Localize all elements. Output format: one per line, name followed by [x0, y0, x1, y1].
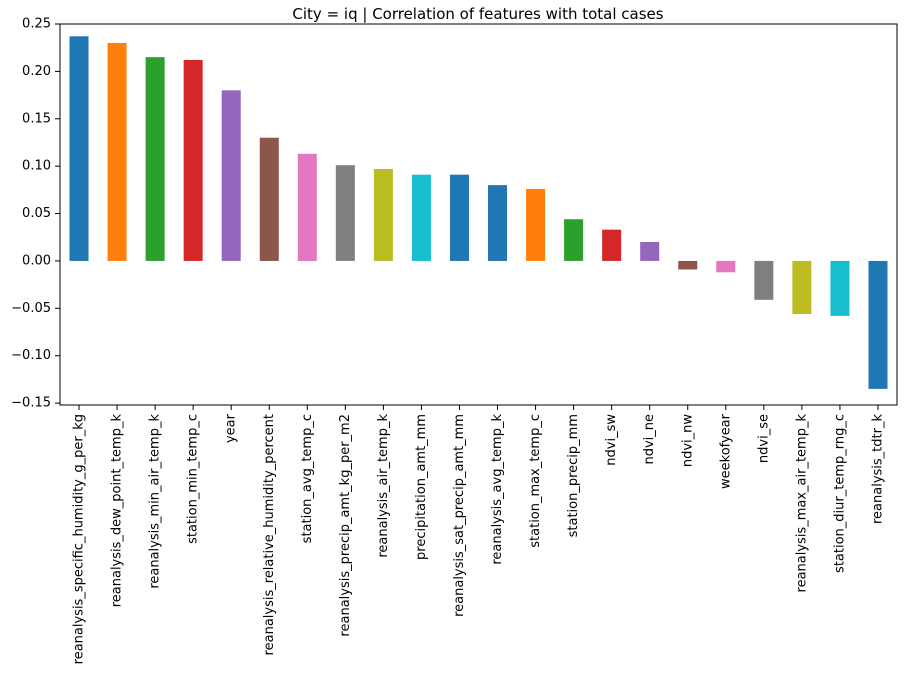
bar-station-diur-temp-rng-c [830, 260, 850, 316]
bar-reanalysis-precip-amt-kg-per-m2 [335, 165, 355, 261]
bar-ndvi-ne [640, 241, 660, 261]
bar-reanalysis-dew-point-temp-k [107, 42, 127, 261]
bar-precipitation-amt-mm [411, 174, 431, 261]
bar-ndvi-sw [602, 229, 622, 261]
x-tick-label: reanalysis_dew_point_temp_k [110, 414, 125, 608]
y-tick-label: 0.00 [22, 253, 51, 268]
x-tick-label: ndvi_sw [604, 414, 619, 466]
chart-title: City = iq | Correlation of features with… [292, 5, 663, 23]
x-axis: reanalysis_specific_humidity_g_per_kg rea… [72, 405, 885, 664]
x-tick-label: station_precip_mm [566, 414, 581, 537]
x-tick-label: reanalysis_sat_precip_amt_mm [452, 414, 467, 617]
x-tick-label: reanalysis_min_air_temp_k [148, 414, 163, 589]
bar-reanalysis-tdtr-k [868, 260, 888, 389]
x-tick-label: reanalysis_precip_amt_kg_per_m2 [338, 414, 353, 637]
x-tick-label: weekofyear [718, 413, 733, 489]
bar-reanalysis-relative-humidity-percent [259, 137, 279, 261]
bar-ndvi-se [754, 260, 774, 300]
x-tick-label: station_min_temp_c [186, 414, 201, 544]
x-tick-label: reanalysis_avg_temp_k [490, 414, 505, 565]
y-tick-label: −0.05 [11, 301, 51, 316]
y-tick-label: 0.25 [22, 17, 51, 32]
x-tick-label: year [224, 413, 239, 443]
plot-frame [59, 23, 898, 406]
bar-station-max-temp-c [526, 188, 546, 261]
bar-station-min-temp-c [183, 60, 203, 261]
bar-reanalysis-specific-humidity-g-per-kg [69, 36, 89, 261]
y-tick-label: 0.10 [22, 159, 51, 174]
x-tick-label: ndvi_ne [642, 414, 657, 465]
x-tick-label: precipitation_amt_mm [414, 414, 429, 560]
bar-station-avg-temp-c [297, 153, 317, 261]
bar-ndvi-nw [678, 260, 698, 270]
x-tick-label: ndvi_nw [680, 414, 695, 468]
x-tick-label: station_diur_temp_rng_c [832, 414, 847, 573]
y-tick-label: −0.10 [11, 348, 51, 363]
x-tick-label: reanalysis_max_air_temp_k [794, 414, 809, 593]
bar-reanalysis-sat-precip-amt-mm [449, 174, 469, 261]
x-tick-label: reanalysis_tdtr_k [870, 414, 885, 524]
bar-weekofyear [716, 260, 736, 273]
bar-reanalysis-min-air-temp-k [145, 57, 165, 261]
y-tick-label: 0.20 [22, 64, 51, 79]
bars-layer [69, 36, 888, 389]
bar-station-precip-mm [564, 219, 584, 261]
bar-reanalysis-max-air-temp-k [792, 260, 812, 315]
y-axis: 0.25 0.20 0.15 0.10 0.05 0.00 −0.05 −0.10 −0.15 [11, 17, 60, 411]
y-tick-label: 0.15 [22, 111, 51, 126]
bar-reanalysis-avg-temp-k [488, 185, 508, 261]
y-tick-label: 0.05 [22, 206, 51, 221]
x-tick-label: reanalysis_specific_humidity_g_per_kg [72, 414, 87, 664]
y-tick-label: −0.15 [11, 396, 51, 411]
bar-reanalysis-air-temp-k [373, 169, 393, 261]
x-tick-label: ndvi_se [756, 414, 771, 463]
x-tick-label: station_max_temp_c [528, 414, 543, 548]
x-tick-label: reanalysis_air_temp_k [376, 414, 391, 558]
x-tick-label: station_avg_temp_c [300, 414, 315, 543]
bar-year [221, 90, 241, 261]
x-tick-label: reanalysis_relative_humidity_percent [262, 414, 277, 655]
